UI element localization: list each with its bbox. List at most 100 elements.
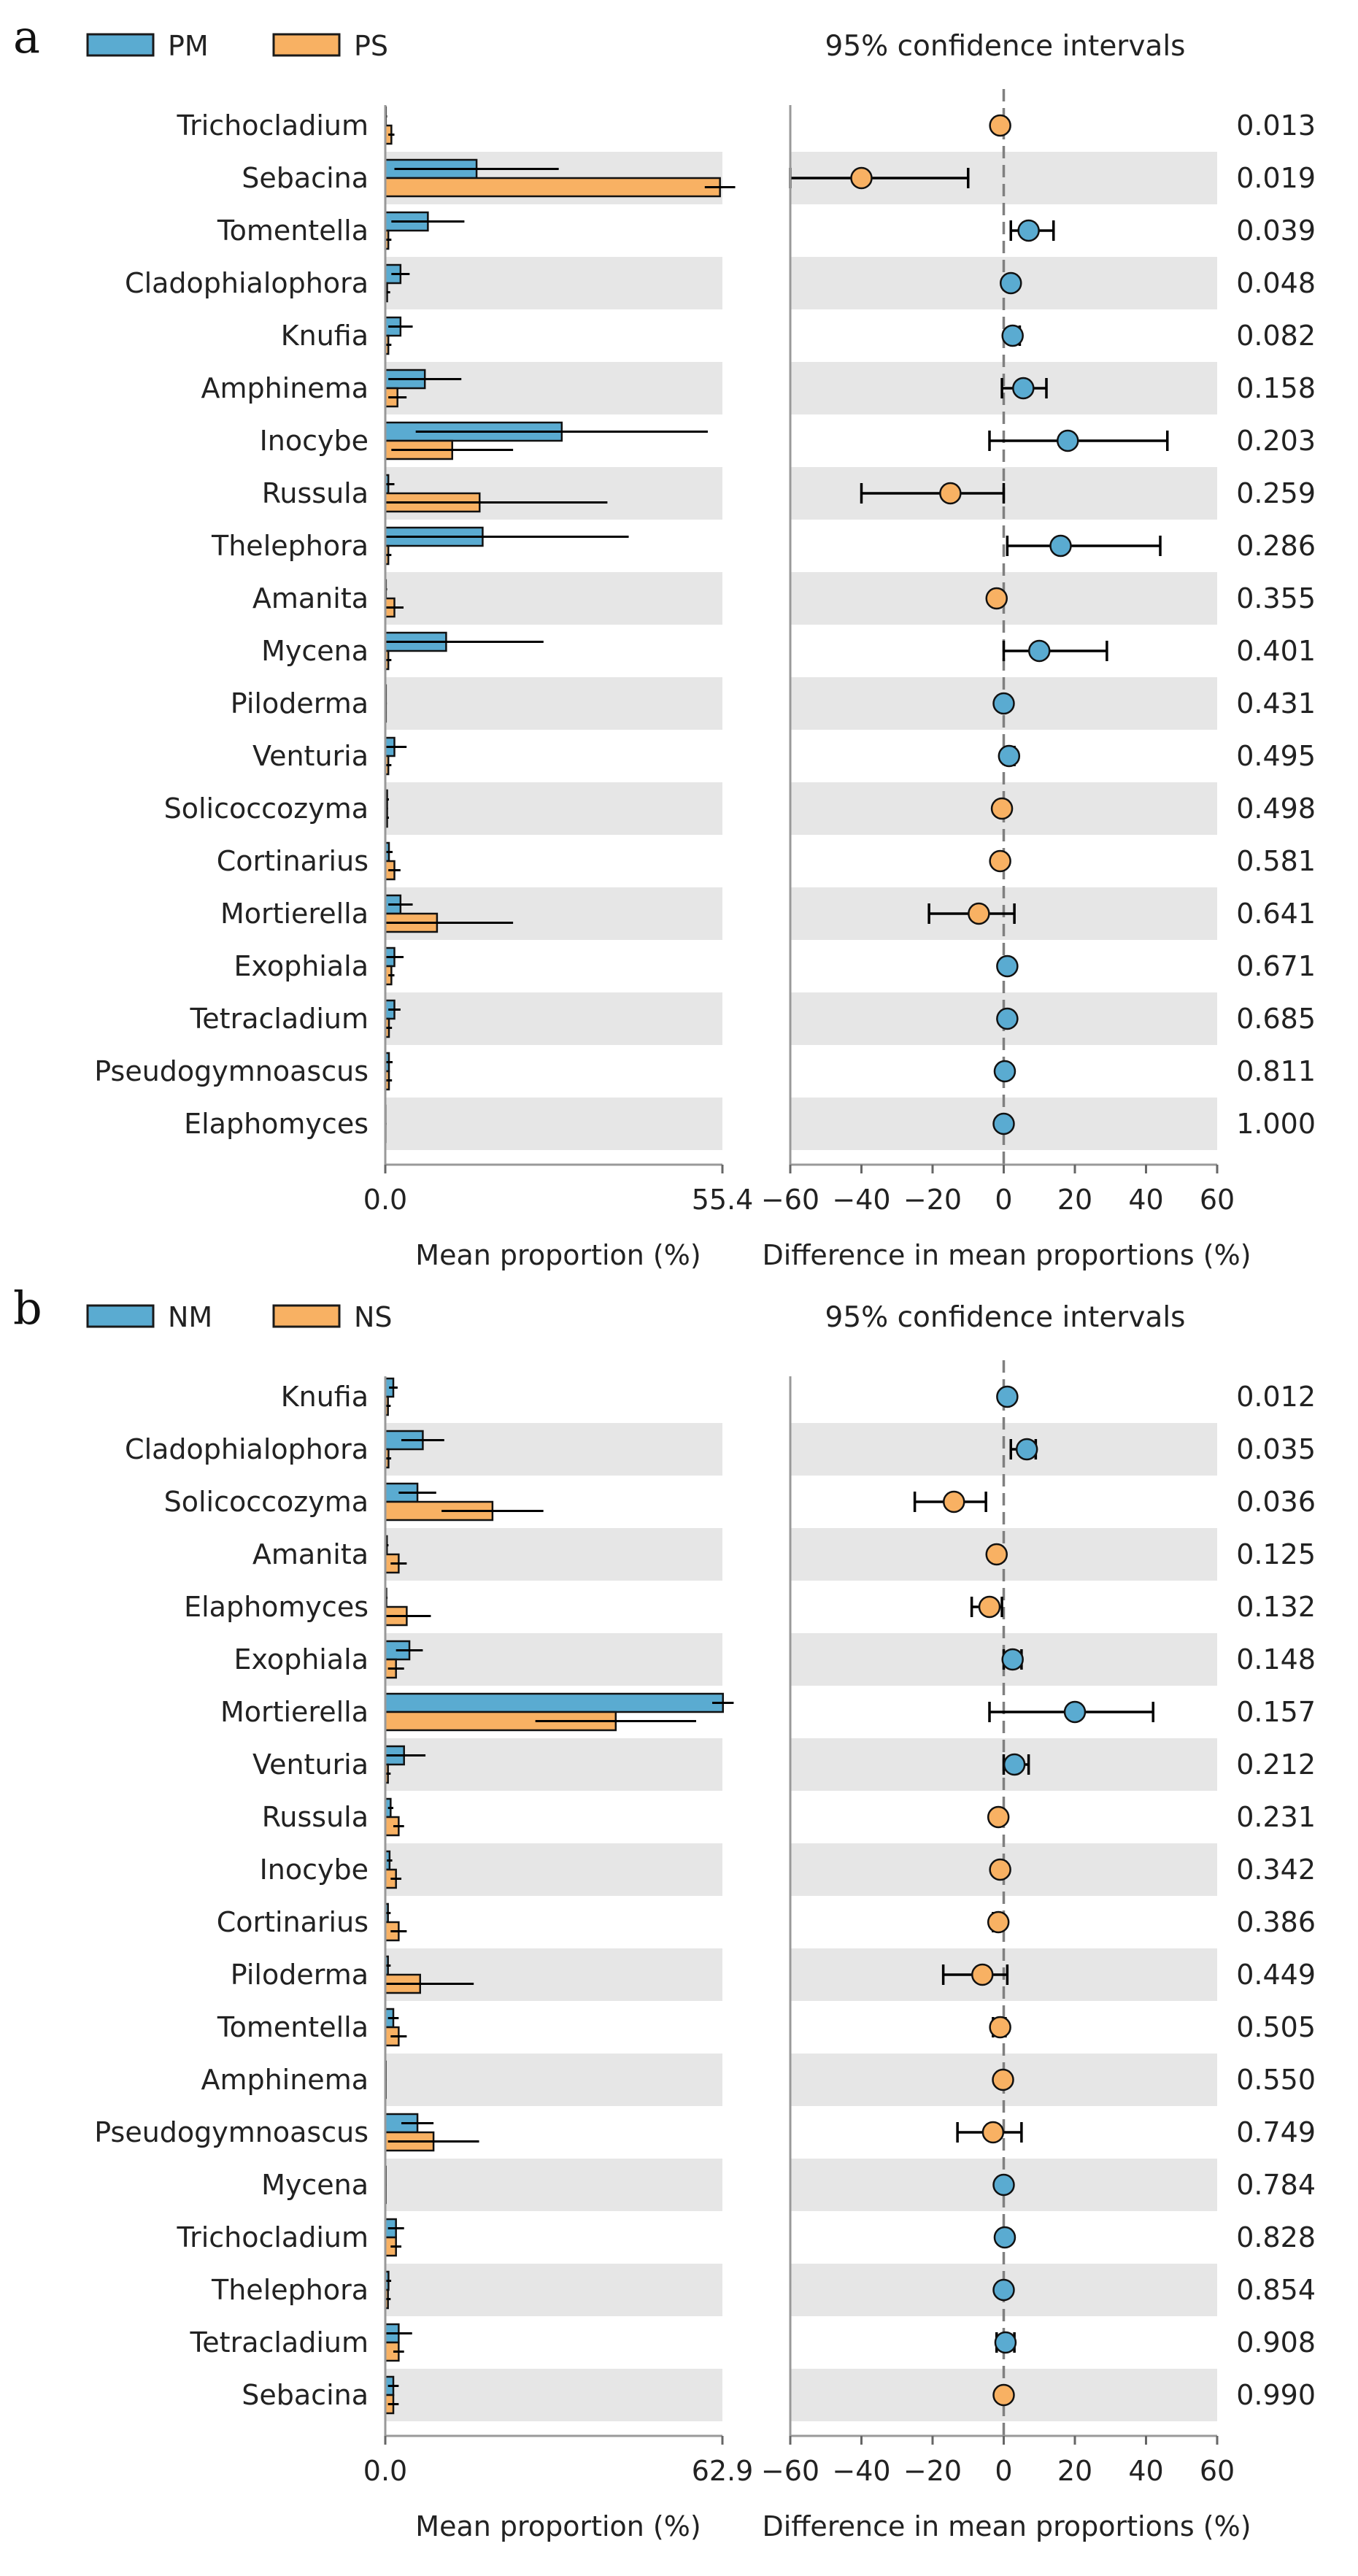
right-axis: −60 −40 −20 0 20 40 60 Difference in mean propo…: [761, 1376, 1251, 2542]
category-label: Tetracladium: [190, 1003, 369, 1035]
category-label: Cortinarius: [217, 1906, 369, 1938]
right-axis: −60 −40 −20 0 20 40 60 Difference in mean propo…: [761, 105, 1251, 1271]
row-band-left: [385, 1738, 722, 1791]
p-value: 0.158: [1236, 372, 1316, 404]
row-cladophialophora: Cladophialophora 0.035: [125, 1430, 1316, 1469]
difference-point: [1057, 429, 1079, 452]
row-trichocladium: Trichocladium 0.013: [176, 106, 1316, 145]
row-amanita: Amanita 0.125: [252, 1535, 1316, 1574]
row-mortierella: Mortierella 0.641: [220, 894, 1316, 933]
row-band-left: [385, 782, 722, 835]
difference-point: [985, 1543, 1008, 1566]
legend-label-ps: PS: [354, 30, 388, 62]
row-band-left: [385, 362, 722, 414]
p-value: 0.036: [1236, 1486, 1316, 1518]
category-label: Exophiala: [234, 1643, 369, 1675]
category-label: Amphinema: [201, 372, 369, 404]
difference-point: [994, 2331, 1017, 2354]
left-axis-title: Mean proportion (%): [415, 2510, 701, 2542]
row-pseudogymnoascus: Pseudogymnoascus 0.811: [94, 1052, 1316, 1091]
category-label: Piloderma: [231, 1959, 369, 1991]
left-tick-label: 0.0: [363, 2455, 407, 2487]
row-solicoccozyma: Solicoccozyma 0.036: [164, 1482, 1316, 1522]
difference-point: [1000, 271, 1022, 295]
row-exophiala: Exophiala 0.671: [234, 946, 1316, 986]
legend-label-pm: PM: [168, 30, 209, 62]
category-label: Exophiala: [234, 950, 369, 982]
p-value: 0.908: [1236, 2326, 1316, 2359]
p-value: 0.286: [1236, 530, 1316, 562]
panel-b: b NM NS 95% confidence intervals Knufia 0.012…: [13, 1281, 1316, 2542]
category-label: Mortierella: [220, 898, 369, 930]
difference-point: [1017, 219, 1040, 242]
p-value: 0.784: [1236, 2169, 1316, 2201]
p-value: 0.495: [1236, 740, 1316, 772]
difference-point: [992, 2278, 1015, 2302]
row-band-left: [385, 1098, 722, 1150]
p-value: 0.148: [1236, 1643, 1316, 1675]
category-label: Amanita: [252, 1538, 369, 1570]
row-elaphomyces: Elaphomyces 0.132: [184, 1587, 1316, 1627]
right-tick-label: 20: [1057, 2455, 1092, 2487]
category-label: Amphinema: [201, 2064, 369, 2096]
right-tick-label: 0: [995, 2455, 1012, 2487]
difference-point: [1003, 1753, 1026, 1776]
category-label: Pseudogymnoascus: [94, 2116, 369, 2148]
p-value: 0.013: [1236, 109, 1316, 142]
category-label: Mycena: [261, 2169, 369, 2201]
left-axis: 0.0 55.4 Mean proportion (%): [363, 105, 753, 1271]
row-band-left: [385, 677, 722, 730]
difference-point: [987, 1910, 1010, 1934]
difference-point: [1001, 324, 1024, 347]
category-label: Venturia: [252, 740, 369, 772]
legend-label-ns: NS: [354, 1301, 393, 1333]
row-band-left: [385, 257, 722, 309]
category-label: Tetracladium: [190, 2326, 369, 2359]
p-value: 0.386: [1236, 1906, 1316, 1938]
row-band-left: [385, 1843, 722, 1896]
p-value: 0.431: [1236, 687, 1316, 720]
difference-point: [989, 114, 1011, 137]
difference-point: [989, 2016, 1011, 2039]
right-tick-label: 60: [1200, 1184, 1235, 1216]
category-label: Thelephora: [211, 530, 369, 562]
right-tick-label: 40: [1128, 1184, 1163, 1216]
row-band-left: [385, 1528, 722, 1581]
difference-point: [998, 744, 1021, 768]
p-value: 0.581: [1236, 845, 1316, 877]
row-cortinarius: Cortinarius 0.386: [217, 1902, 1316, 1942]
row-exophiala: Exophiala 0.148: [234, 1640, 1316, 1679]
category-label: Inocybe: [260, 1854, 369, 1886]
data-rows: Knufia 0.012 Cladophialophora 0.035 Solicocc…: [94, 1377, 1316, 2415]
row-cortinarius: Cortinarius 0.581: [217, 841, 1316, 881]
difference-point: [978, 1595, 1001, 1619]
legend-swatch-pm: [86, 33, 155, 57]
row-tetracladium: Tetracladium 0.685: [190, 999, 1316, 1038]
difference-point: [1015, 1438, 1038, 1461]
category-label: Russula: [262, 1801, 369, 1833]
category-label: Solicoccozyma: [164, 1486, 369, 1518]
left-axis-title: Mean proportion (%): [415, 1239, 701, 1271]
category-label: Inocybe: [260, 425, 369, 457]
row-band-left: [385, 2159, 722, 2211]
right-tick-label: −60: [761, 2455, 819, 2487]
difference-point: [987, 1805, 1010, 1829]
row-inocybe: Inocybe 0.203: [260, 421, 1316, 460]
row-tomentella: Tomentella 0.039: [217, 211, 1316, 250]
difference-point: [939, 482, 962, 505]
row-band-left: [385, 1948, 722, 2001]
difference-point: [996, 1007, 1019, 1030]
p-value: 0.355: [1236, 582, 1316, 614]
right-tick-label: −20: [903, 2455, 962, 2487]
left-axis: 0.0 62.9 Mean proportion (%): [363, 1376, 753, 2542]
row-mycena: Mycena 0.784: [261, 2165, 1316, 2205]
row-elaphomyces: Elaphomyces 1.000: [184, 1104, 1316, 1144]
legend-swatch-ns: [272, 1304, 341, 1328]
bar-ps: [384, 177, 721, 198]
p-value: 0.019: [1236, 162, 1316, 194]
row-band-left: [385, 2369, 722, 2421]
right-tick-label: 40: [1128, 2455, 1163, 2487]
difference-point: [996, 1385, 1019, 1408]
